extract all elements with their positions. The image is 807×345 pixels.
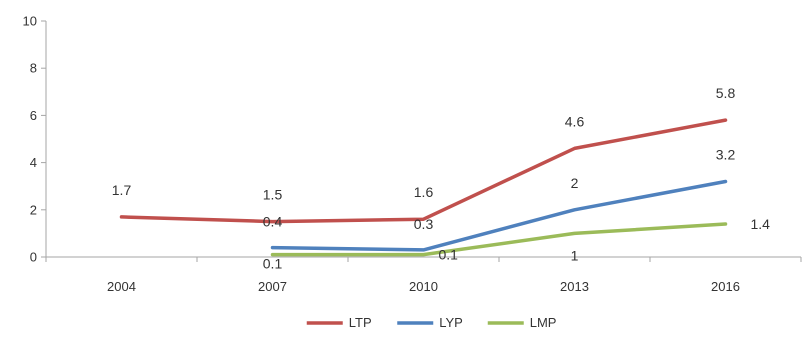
y-tick-label: 10 bbox=[23, 14, 37, 29]
x-tick-label: 2007 bbox=[258, 279, 287, 294]
data-label-ltp: 4.6 bbox=[565, 113, 585, 129]
series-line-ltp bbox=[119, 118, 728, 224]
data-label-lmp: 1 bbox=[571, 247, 579, 263]
data-label-ltp: 1.6 bbox=[414, 184, 434, 200]
series-line-lmp bbox=[270, 222, 728, 257]
x-tick-label: 2004 bbox=[107, 279, 136, 294]
axes: 0 2 4 6 8 10 2004 2007 2010 2013 2016 bbox=[23, 14, 802, 294]
legend-item-ltp: LTP bbox=[306, 315, 372, 330]
data-labels: 1.7 1.5 1.6 4.6 5.8 0.4 0.3 2 3.2 0.1 0.1 1 1.4 bbox=[112, 85, 770, 272]
x-tick-label: 2013 bbox=[560, 279, 589, 294]
x-tick-label: 2010 bbox=[409, 279, 438, 294]
data-label-lmp: 0.1 bbox=[263, 256, 283, 272]
legend-label: LYP bbox=[439, 315, 463, 330]
data-label-lyp: 2 bbox=[571, 175, 579, 191]
data-label-ltp: 1.5 bbox=[263, 187, 283, 203]
series-layer bbox=[119, 118, 728, 257]
legend: LTP LYP LMP bbox=[306, 315, 557, 330]
data-label-lmp: 1.4 bbox=[751, 216, 771, 232]
legend-item-lyp: LYP bbox=[397, 315, 463, 330]
y-tick-label: 6 bbox=[30, 108, 37, 123]
data-label-ltp: 5.8 bbox=[716, 85, 736, 101]
data-label-lyp: 0.3 bbox=[414, 216, 434, 232]
x-tick-label: 2016 bbox=[711, 279, 740, 294]
legend-label: LTP bbox=[349, 315, 372, 330]
legend-item-lmp: LMP bbox=[487, 315, 557, 330]
data-label-lmp: 0.1 bbox=[439, 247, 459, 263]
data-label-lyp: 3.2 bbox=[716, 146, 736, 162]
data-label-ltp: 1.7 bbox=[112, 182, 132, 198]
y-tick-label: 4 bbox=[30, 155, 37, 170]
y-tick-label: 2 bbox=[30, 202, 37, 217]
y-tick-label: 0 bbox=[30, 250, 37, 265]
data-label-lyp: 0.4 bbox=[263, 214, 283, 230]
y-tick-label: 8 bbox=[30, 61, 37, 76]
legend-label: LMP bbox=[530, 315, 557, 330]
series-line-lyp bbox=[270, 179, 728, 252]
